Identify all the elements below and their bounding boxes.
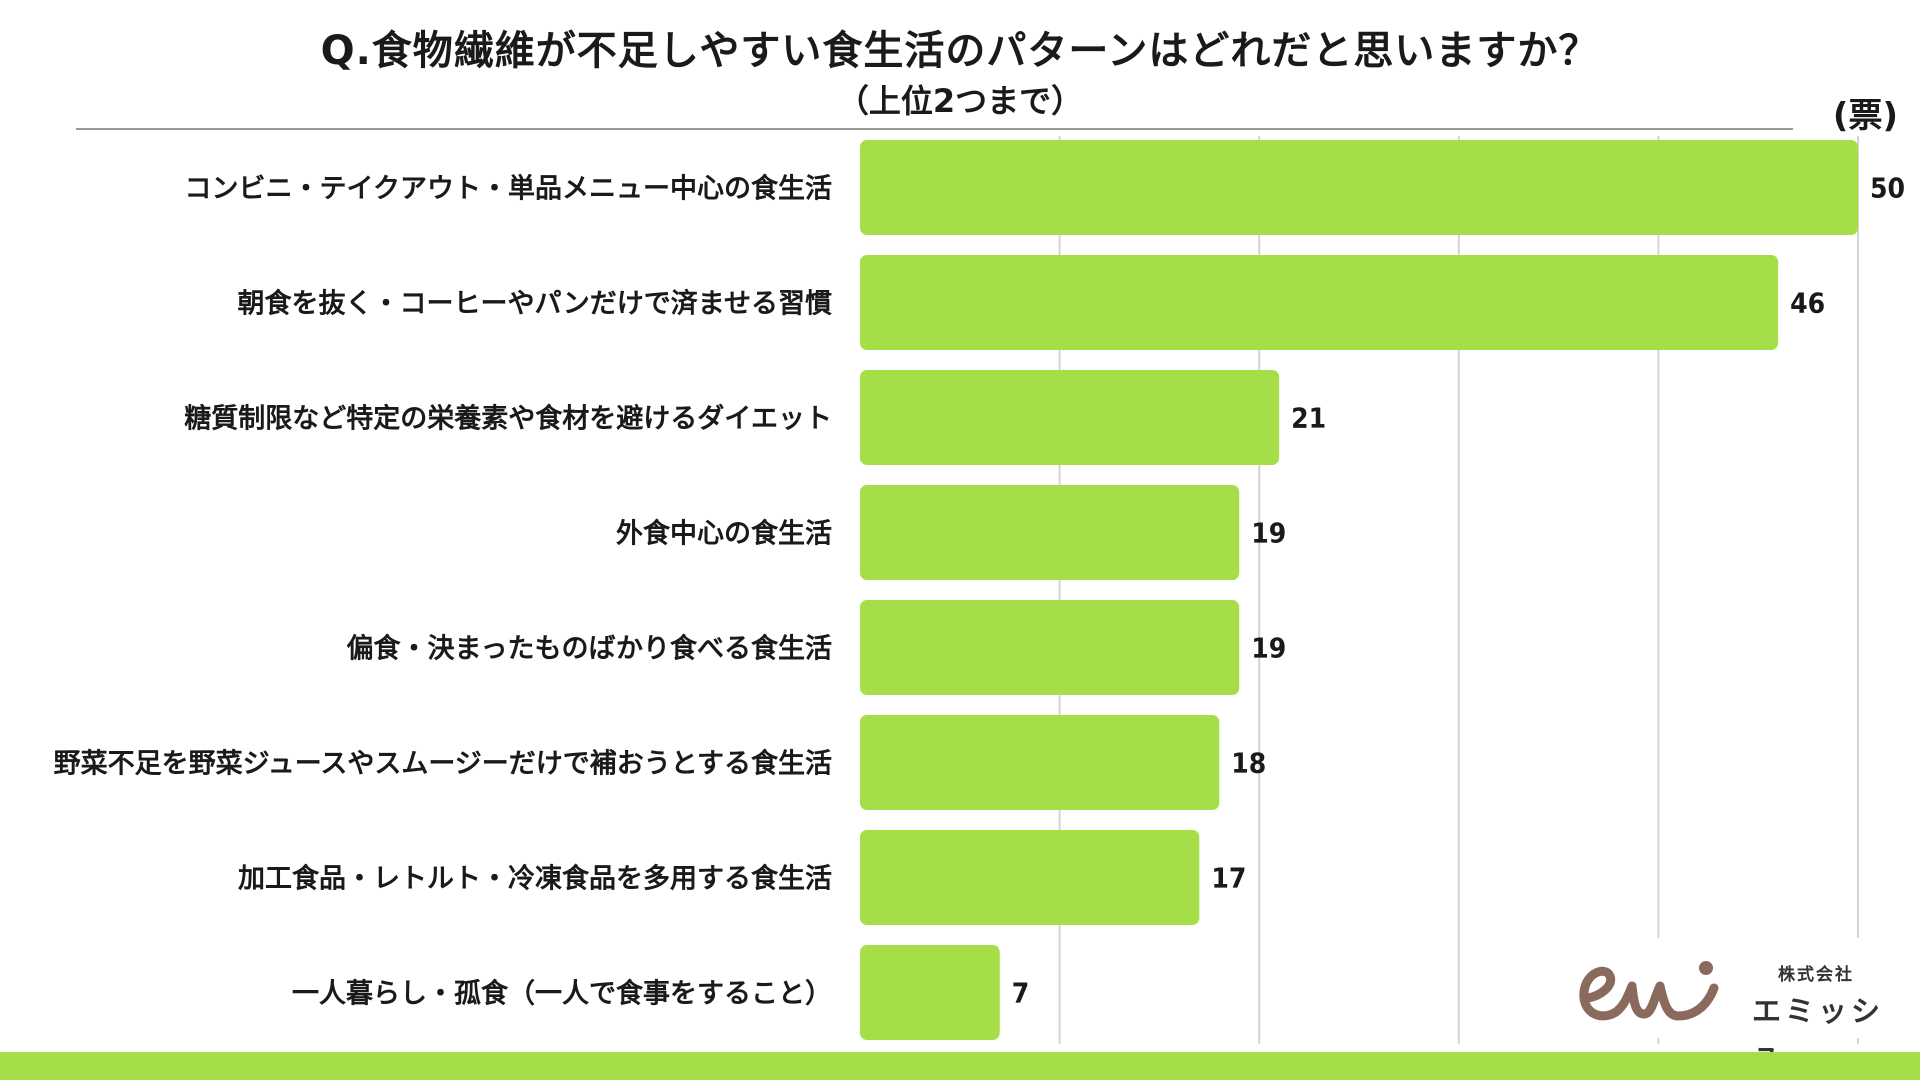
value-label: 18 [1231,747,1266,780]
category-label: 外食中心の食生活 [616,518,832,550]
category-label: 糖質制限など特定の栄養素や食材を避けるダイエット [184,403,832,435]
value-label: 17 [1211,862,1246,895]
value-label: 19 [1251,517,1286,550]
bar [860,370,1280,465]
header-divider [76,128,1793,130]
emish-logo-mark-icon [1579,961,1719,1021]
bar [860,945,1000,1040]
category-labels: コンビニ・テイクアウト・単品メニュー中心の食生活朝食を抜く・コーヒーやパンだけで… [54,173,832,1010]
category-label: コンビニ・テイクアウト・単品メニュー中心の食生活 [185,173,832,205]
category-label: 朝食を抜く・コーヒーやパンだけで済ませる習慣 [237,288,832,320]
footer-band [0,1052,1920,1080]
chart-title: Q.食物繊維が不足しやすい食生活のパターンはどれだと思いますか？ [320,28,1600,74]
bar [860,715,1220,810]
logo-company-prefix: 株式会社 [1778,965,1854,985]
value-labels: 50 46 21 19 19 18 17 7 [1012,172,1905,1010]
category-label: 野菜不足を野菜ジュースやスムージーだけで補おうとする食生活 [54,748,832,780]
bar [860,255,1779,350]
category-label: 偏食・決まったものばかり食べる食生活 [347,633,832,665]
bars [860,140,1858,1040]
bar [860,485,1240,580]
value-label: 19 [1251,632,1286,665]
category-label: 加工食品・レトルト・冷凍食品を多用する食生活 [238,863,832,895]
bar [860,600,1240,695]
value-label: 50 [1870,172,1905,205]
unit-label: (票) [1832,96,1898,136]
category-label: 一人暮らし・孤食（一人で食事をすること） [292,978,832,1010]
value-label: 7 [1012,977,1030,1010]
value-label: 46 [1790,287,1825,320]
company-logo: 株式会社 エミッシュ [1560,938,1900,1070]
bar [860,830,1200,925]
chart-subtitle: （上位2つまで） [836,82,1084,120]
value-label: 21 [1291,402,1326,435]
bar [860,140,1858,235]
